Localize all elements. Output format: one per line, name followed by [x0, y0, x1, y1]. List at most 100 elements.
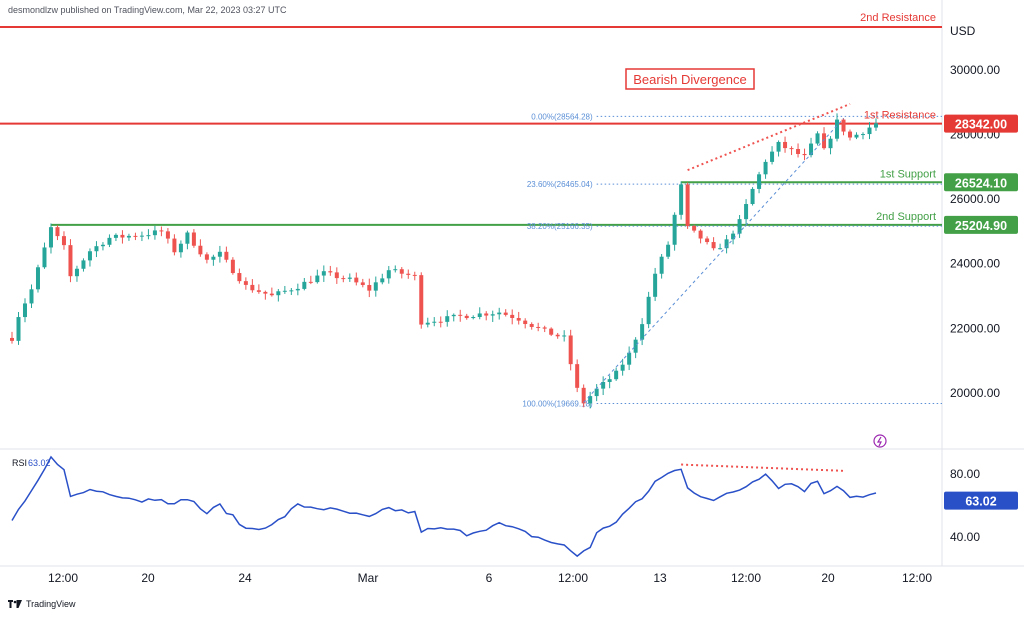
candle [438, 316, 443, 328]
annotation-box [625, 68, 755, 90]
candle [516, 311, 521, 325]
candle [120, 230, 125, 244]
tradingview-logo-icon [8, 599, 22, 608]
candle [10, 331, 14, 344]
candle-body [841, 119, 846, 132]
candle [471, 315, 476, 320]
level-label: 1st Resistance [864, 110, 936, 122]
candle [562, 330, 567, 342]
candle [146, 229, 151, 240]
candle [61, 231, 66, 250]
candle [282, 285, 287, 294]
candle [139, 231, 144, 242]
candle-body [432, 321, 437, 323]
candle-body [152, 230, 157, 236]
candle [263, 290, 268, 300]
candle-body [159, 230, 164, 232]
candle [698, 229, 703, 244]
candle [191, 229, 196, 248]
candle [542, 325, 547, 333]
candle-body [536, 326, 541, 328]
candle [243, 277, 248, 290]
candle-body [347, 277, 352, 279]
candle-body [178, 243, 183, 253]
candle [653, 267, 658, 302]
candle-body [146, 235, 151, 237]
candle [685, 182, 690, 229]
candle-body [48, 227, 53, 248]
candle [276, 288, 281, 302]
candle [763, 159, 768, 179]
candle-body [854, 134, 859, 138]
candle [81, 258, 86, 272]
candle-body [380, 278, 385, 283]
candle-body [503, 312, 508, 315]
candle [672, 212, 677, 251]
price-tick-label: 20000.00 [950, 386, 1000, 400]
trend-line [583, 118, 844, 403]
candle-body [113, 234, 118, 238]
candle-body [412, 274, 417, 276]
candle-body [796, 149, 801, 154]
level-label: 2nd Support [876, 211, 936, 223]
candle [445, 310, 450, 327]
candle-body [477, 313, 482, 317]
candle-body [399, 269, 404, 274]
candle [152, 225, 157, 240]
candle [126, 233, 131, 241]
candle [828, 136, 833, 155]
candle-body [484, 313, 489, 316]
candle-body [750, 188, 755, 205]
candle [841, 118, 846, 136]
candle [718, 243, 723, 250]
candle [523, 318, 528, 329]
candle-body [789, 148, 794, 150]
candle-body [783, 141, 788, 149]
candle [204, 252, 209, 264]
candle [406, 269, 411, 279]
candle [269, 287, 274, 297]
candle [113, 233, 118, 242]
level-price-text: 25204.90 [955, 219, 1007, 233]
candle [848, 129, 853, 141]
candle [497, 307, 502, 320]
candle-body [425, 322, 430, 325]
fib-level-label: 100.00%(19669.18) [522, 399, 593, 408]
fib-level-label: 23.60%(26465.04) [527, 180, 593, 189]
divergence-line-price [687, 103, 851, 172]
candle-body [633, 339, 638, 353]
candle-body [594, 388, 599, 397]
candle [490, 310, 495, 322]
level-label: 2nd Resistance [860, 12, 936, 24]
level-price-badge [944, 114, 1018, 133]
candle-body [406, 273, 411, 275]
candle-body [295, 288, 300, 291]
candle [419, 272, 424, 329]
candle [536, 322, 541, 332]
candle [334, 267, 339, 284]
candle [822, 127, 827, 150]
level-price-text: 28342.00 [955, 118, 1007, 132]
candle-body [620, 364, 625, 371]
candle [321, 265, 326, 282]
candle-body [438, 321, 443, 323]
candle [731, 230, 736, 245]
level-label: 1st Support [880, 168, 936, 180]
candle [386, 266, 391, 284]
candle-body [230, 259, 235, 274]
rsi-label: RSI [12, 458, 27, 468]
candle-body [763, 161, 768, 175]
rsi-value-label: 63.02 [28, 458, 51, 468]
time-tick-label: 13 [653, 571, 667, 585]
candle-body [464, 315, 469, 319]
candle [601, 376, 606, 396]
divergence-line-rsi [681, 463, 844, 472]
candle [705, 236, 710, 245]
candle-body [315, 275, 320, 283]
candle [94, 241, 99, 258]
candle [783, 136, 788, 153]
candle-body [204, 254, 209, 260]
candle-body [100, 244, 105, 247]
candle-body [35, 267, 40, 290]
